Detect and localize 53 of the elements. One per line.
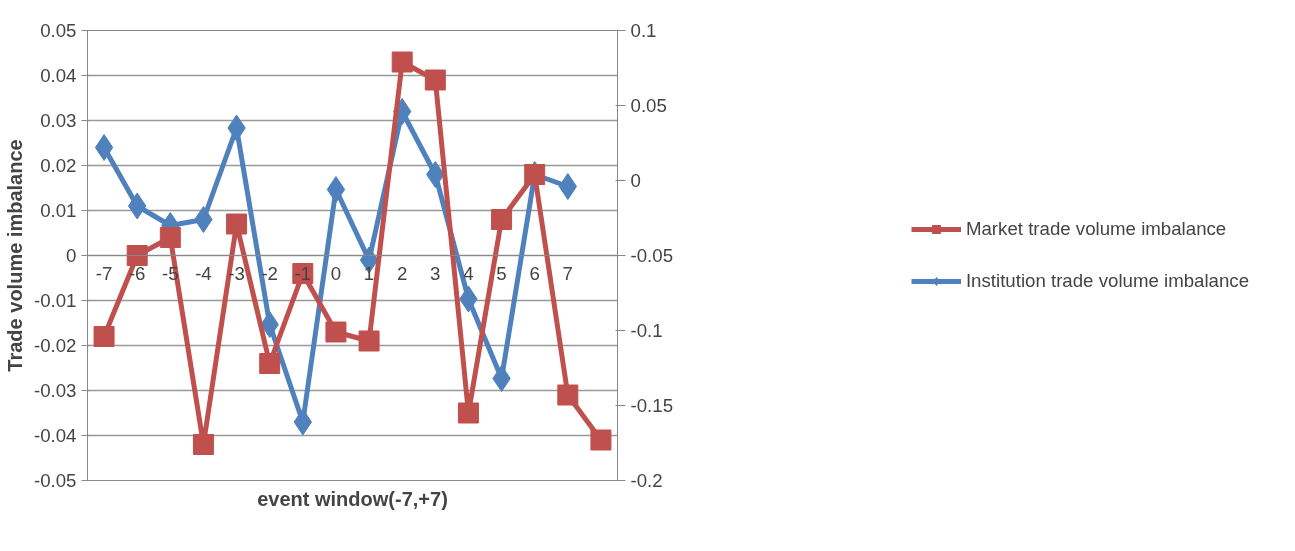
x-tick-label: 0 [330,262,342,284]
y2-tick-label: -0.1 [630,320,663,341]
point [192,434,214,455]
legend-label: Institution trade volume imbalance [965,270,1250,292]
x-tick-label: -7 [95,262,113,284]
point [325,321,347,343]
x-tick-label: -1 [294,262,312,284]
y-tick-label: -0.01 [33,290,77,311]
x-tick-label: 3 [430,262,441,284]
x-tick-label: 2 [397,262,408,284]
y-axis-title: Trade volume imbalance [3,139,26,372]
y2-tick-label: -0.2 [630,470,663,491]
point [391,51,413,73]
y-tick-label: -0.03 [33,380,77,401]
point [557,384,579,406]
point [424,69,446,91]
point [260,311,279,338]
x-tick-label: 5 [496,262,507,284]
x-tick-label: -4 [195,262,212,284]
point [558,173,577,200]
y2-tick-label: 0.1 [630,20,657,41]
y-tick-label: 0.02 [40,155,77,176]
point [358,330,380,352]
y-tick-label: 0.05 [40,20,77,41]
y-tick-label: 0 [66,245,77,266]
point [457,402,479,424]
point [94,134,114,161]
x-tick-label: 6 [529,262,540,284]
point [326,176,346,203]
legend-label: Market trade volume imbalance [965,218,1227,240]
point [492,365,511,392]
y2-tick-label: 0 [630,170,641,191]
point [194,206,213,233]
y-tick-label: 0.03 [40,110,77,131]
point [159,227,181,248]
x-tick-label: 7 [562,262,574,284]
y-tick-label: -0.04 [33,425,77,446]
x-axis-title: event window(-7,+7) [257,487,448,510]
point [590,429,612,451]
point [491,209,513,230]
point [226,213,248,235]
y2-tick-label: -0.05 [630,245,674,266]
y-tick-label: -0.02 [33,335,77,356]
y2-tick-label: -0.15 [630,395,674,416]
y2-tick-label: 0.05 [630,95,667,116]
y-tick-label: 0.01 [40,200,77,221]
y-tick-label: -0.05 [33,470,77,491]
point [259,353,281,374]
point [426,161,445,188]
point [126,245,148,266]
x-tick-label: 4 [463,262,474,284]
y-tick-label: 0.04 [40,65,77,86]
point [93,326,115,347]
